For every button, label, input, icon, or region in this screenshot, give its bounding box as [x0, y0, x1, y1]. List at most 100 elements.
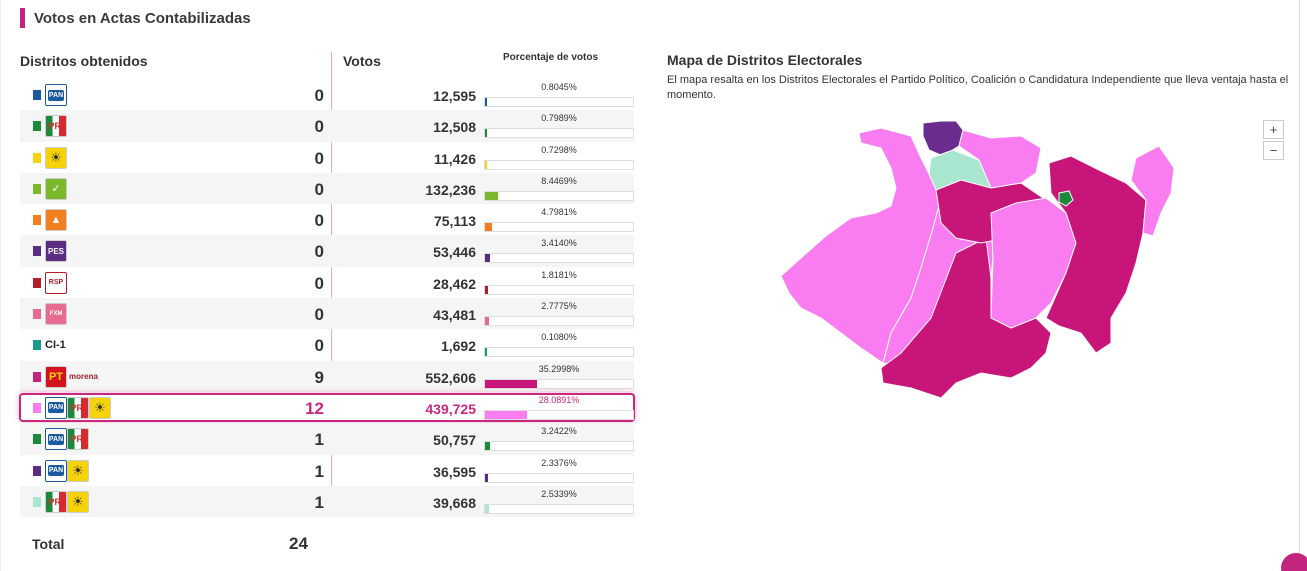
party-color-swatch — [33, 434, 41, 445]
party-color-swatch — [33, 402, 41, 413]
percentage-fill — [485, 160, 487, 169]
district-map[interactable] — [781, 118, 1176, 403]
pri-logo-icon: PRI — [67, 428, 89, 451]
vote-count: 43,481 — [433, 307, 476, 324]
percentage-track — [484, 97, 634, 107]
vote-count: 28,462 — [433, 275, 476, 292]
party-row[interactable]: PRI ☀ 1 39,668 2.5339% — [20, 485, 634, 518]
party-logos: PES — [45, 240, 67, 263]
party-logos: FXM — [45, 303, 67, 326]
verde-logo-icon: ✓ — [45, 177, 67, 200]
rsp-logo-icon: RSP — [45, 271, 67, 294]
party-row[interactable]: ▲ 0 75,113 4.7981% — [20, 204, 634, 235]
district-east[interactable] — [1045, 155, 1147, 354]
party-logos: ✓ — [45, 177, 67, 200]
party-logos: CI-1 — [45, 334, 66, 356]
percentage-label: 0.7989% — [541, 113, 577, 124]
percentage-label: 0.7298% — [541, 144, 577, 155]
percentage-track — [484, 159, 634, 170]
column-header-percentage: Porcentaje de votos — [503, 52, 599, 63]
party-row[interactable]: PAN 0 12,595 0.8045% — [20, 79, 634, 110]
party-row[interactable]: PAN ☀ 1 36,595 2.3376% — [20, 455, 634, 486]
districts-won: 9 — [314, 367, 324, 387]
section-header: Votos en Actas Contabilizadas — [20, 8, 251, 28]
percentage-track — [484, 316, 634, 327]
party-color-swatch — [33, 121, 41, 132]
party-row[interactable]: PT morena 9 552,606 35.2998% — [20, 360, 634, 392]
party-color-swatch — [33, 465, 41, 476]
districts-won: 0 — [314, 273, 324, 293]
percentage-bar: 3.4140% — [484, 238, 634, 264]
percentage-track — [484, 441, 634, 452]
party-row[interactable]: FXM 0 43,481 2.7775% — [20, 298, 634, 330]
percentage-bar: 35.2998% — [484, 364, 634, 390]
party-logos: PRI ☀ — [45, 490, 89, 513]
percentage-bar: 2.3376% — [484, 458, 634, 484]
column-header-districts: Distritos obtenidos — [20, 53, 148, 69]
districts-won: 0 — [314, 148, 324, 168]
district-north-north[interactable] — [922, 120, 964, 157]
percentage-bar: 0.7989% — [484, 113, 634, 139]
party-row[interactable]: PRI 0 12,508 0.7989% — [20, 110, 634, 142]
district-north-east[interactable] — [958, 129, 1042, 189]
morena-logo-icon: morena — [69, 372, 98, 382]
percentage-label: 3.4140% — [541, 238, 577, 249]
party-row-highlighted[interactable]: PAN PRI ☀ 12 439,725 28.0891% — [19, 391, 635, 424]
pri-logo-icon: PRI — [45, 115, 67, 138]
percentage-label: 0.1080% — [541, 332, 577, 343]
party-color-swatch — [33, 496, 41, 507]
party-logos: RSP — [45, 271, 67, 294]
pan-logo-icon: PAN — [45, 396, 67, 419]
percentage-track — [484, 472, 634, 483]
zoom-in-button[interactable]: + — [1263, 120, 1284, 139]
percentage-bar: 0.7298% — [484, 145, 634, 171]
pes-logo-icon: PES — [45, 240, 67, 263]
percentage-fill — [485, 191, 498, 200]
party-row[interactable]: ✓ 0 132,236 8.4469% — [20, 172, 634, 205]
prd-logo-icon: ☀ — [45, 146, 67, 169]
percentage-fill — [485, 129, 487, 138]
percentage-label: 28.0891% — [538, 394, 580, 405]
prd-logo-icon: ☀ — [89, 396, 111, 419]
party-row[interactable]: ☀ 0 11,426 0.7298% — [20, 142, 634, 173]
vote-count: 11,426 — [433, 150, 476, 167]
percentage-label: 35.2998% — [538, 363, 580, 374]
vote-count: 36,595 — [433, 463, 476, 480]
districts-won: 0 — [314, 86, 324, 105]
party-color-swatch — [33, 152, 41, 163]
districts-won: 0 — [314, 211, 324, 231]
section-title: Votos en Actas Contabilizadas — [34, 9, 251, 27]
vote-count: 39,668 — [433, 494, 476, 511]
party-row[interactable]: PES 0 53,446 3.4140% — [20, 235, 634, 267]
percentage-bar: 28.0891% — [484, 395, 634, 421]
percentage-fill — [485, 98, 487, 106]
district-south-center[interactable] — [880, 237, 1052, 399]
party-logos: PAN — [45, 84, 67, 106]
party-row[interactable]: RSP 0 28,462 1.8181% — [20, 267, 634, 298]
percentage-track — [484, 222, 634, 233]
districts-won: 1 — [314, 430, 324, 450]
column-divider — [331, 52, 332, 514]
percentage-fill — [485, 442, 490, 451]
floating-action-button[interactable] — [1281, 553, 1307, 571]
pt-logo-icon: PT — [45, 365, 67, 388]
party-color-swatch — [33, 309, 41, 320]
percentage-bar: 2.7775% — [484, 301, 634, 327]
district-center[interactable] — [990, 197, 1077, 329]
percentage-fill — [485, 348, 487, 357]
district-far-east[interactable] — [1130, 145, 1175, 237]
vote-count: 75,113 — [433, 213, 476, 230]
district-west-coast[interactable] — [781, 127, 942, 364]
percentage-bar: 3.2422% — [484, 426, 634, 452]
party-row[interactable]: PAN PRI 1 50,757 3.2422% — [20, 423, 634, 455]
percentage-label: 3.2422% — [541, 426, 577, 437]
party-row[interactable]: CI-1 0 1,692 0.1080% — [20, 329, 634, 360]
percentage-track — [484, 409, 634, 420]
percentage-fill — [485, 379, 538, 388]
zoom-out-button[interactable]: − — [1263, 141, 1284, 160]
percentage-bar: 0.1080% — [484, 332, 634, 358]
district-green[interactable] — [1058, 190, 1074, 207]
party-color-swatch — [33, 90, 41, 100]
percentage-label: 8.4469% — [541, 175, 577, 186]
